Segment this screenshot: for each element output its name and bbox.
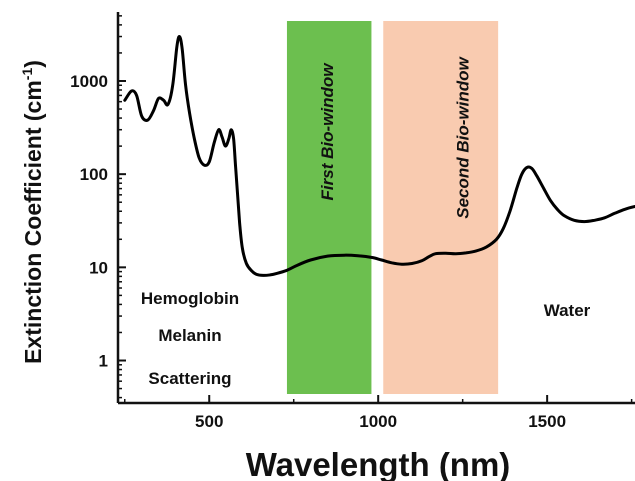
series-layer xyxy=(123,35,635,277)
annotation-hemoglobin: Hemoglobin xyxy=(141,289,239,308)
extinction-curve-line xyxy=(123,35,635,277)
ticks: 1 10 100 1000 500 1000 1500 xyxy=(70,15,633,431)
y-tick-label: 100 xyxy=(80,165,108,184)
y-tick-label: 10 xyxy=(89,258,108,277)
y-axis-title-superscript: -1 xyxy=(19,68,35,81)
second-bio-window-band xyxy=(383,21,499,394)
first-bio-window-label: First Bio-window xyxy=(318,62,337,201)
y-axis-title-close: ) xyxy=(20,60,46,68)
axes xyxy=(116,12,635,405)
second-bio-window-label: Second Bio-window xyxy=(454,55,473,218)
first-bio-window-band xyxy=(286,21,372,394)
y-axis-title-main: Extinction Coefficient (cm xyxy=(20,80,46,364)
x-tick-label: 1000 xyxy=(359,412,397,431)
y-tick-label: 1000 xyxy=(70,72,108,91)
y-tick-label: 1 xyxy=(99,352,108,371)
x-tick-label: 500 xyxy=(195,412,223,431)
x-axis-title: Wavelength (nm) xyxy=(246,446,511,481)
y-axis-title: Extinction Coefficient (cm-1) xyxy=(19,60,46,364)
annotation-melanin: Melanin xyxy=(158,326,221,345)
bio-window-bands xyxy=(286,21,499,394)
annotation-scattering: Scattering xyxy=(148,369,231,388)
annotation-water: Water xyxy=(544,301,591,320)
x-tick-label: 1500 xyxy=(528,412,566,431)
